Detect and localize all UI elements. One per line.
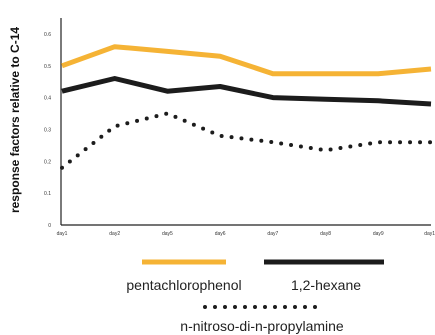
legend-label-2: n-nitroso-di-n-propylamine — [180, 318, 344, 334]
legend-label-0: pentachlorophenol — [126, 277, 241, 293]
x-tick-label: day2 — [109, 231, 120, 237]
x-tick-label: day10 — [424, 231, 435, 237]
x-tick-label: day7 — [267, 231, 278, 237]
x-tick-label: day8 — [320, 231, 331, 237]
y-tick-label: 0.1 — [44, 191, 51, 197]
series-line-0 — [61, 44, 432, 77]
y-tick-label: 0.2 — [44, 159, 51, 165]
series-line-2 — [60, 111, 433, 170]
legend-label-1: 1,2-hexane — [291, 277, 361, 293]
y-tick-label: 0.4 — [44, 96, 51, 102]
x-tick-label: day1 — [57, 231, 68, 237]
x-tick-label: day6 — [215, 231, 226, 237]
y-axis-label: response factors relative to C-14 — [8, 27, 22, 213]
y-tick-label: 0.3 — [44, 127, 51, 133]
y-tick-label: 0.5 — [44, 64, 51, 70]
series-line-1 — [61, 76, 432, 107]
y-tick-label: 0.6 — [44, 32, 51, 38]
y-tick-label: 0 — [48, 223, 51, 229]
x-tick-label: day5 — [162, 231, 173, 237]
x-tick-label: day9 — [373, 231, 384, 237]
